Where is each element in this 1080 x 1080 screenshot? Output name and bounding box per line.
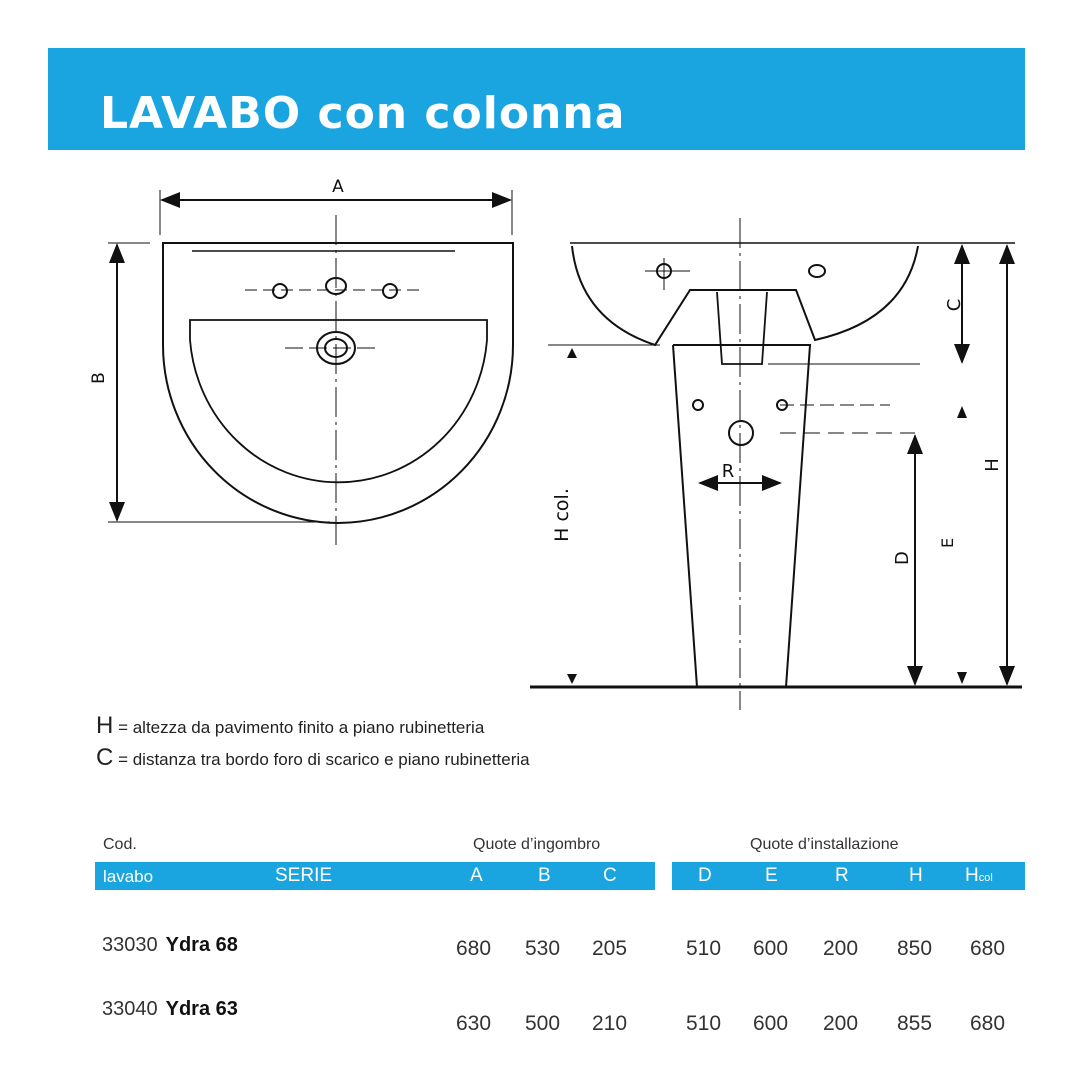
label-b: B	[89, 372, 109, 384]
label-r: R	[722, 461, 735, 482]
col-lavabo: lavabo	[103, 867, 154, 886]
col-hcol: Hcol	[965, 865, 993, 886]
page-title: LAVABO con colonna	[100, 88, 626, 139]
cell-r: 200	[823, 1012, 859, 1035]
label-h: H	[982, 458, 1003, 472]
legend-c: C = distanza tra bordo foro di scarico e…	[96, 744, 530, 771]
cell-b: 530	[525, 937, 561, 960]
label-c: C	[944, 299, 965, 312]
table-header-left: lavabo SERIE A B C	[95, 862, 655, 890]
header-cod: Cod.	[103, 836, 137, 853]
column-outline	[672, 344, 812, 688]
label-e: E	[938, 538, 957, 548]
col-serie: SERIE	[275, 865, 333, 886]
plan-view: A B	[89, 177, 514, 545]
cell-d: 510	[686, 937, 722, 960]
cell-e: 600	[753, 937, 789, 960]
col-h: H	[909, 865, 923, 886]
row-code: 33030	[102, 934, 158, 956]
row-serie: Ydra 63	[165, 998, 238, 1020]
row-code: 33040	[102, 998, 158, 1020]
cell-h: 850	[897, 937, 933, 960]
table-header-right: D E R H Hcol	[672, 862, 1025, 890]
col-r: R	[835, 865, 849, 886]
cell-a: 680	[456, 937, 492, 960]
cell-c: 205	[592, 937, 628, 960]
drain-hole-icon	[728, 420, 754, 446]
label-a: A	[332, 177, 344, 197]
side-view: R C H D E H col.	[530, 218, 1022, 710]
header-installazione: Quote d’installazione	[750, 836, 899, 853]
cell-c: 210	[592, 1012, 628, 1035]
col-b: B	[538, 865, 551, 886]
cell-b: 500	[525, 1012, 561, 1035]
tap-hole-icon	[382, 283, 398, 299]
tap-hole-icon	[272, 283, 288, 299]
drain-hole-icon	[316, 331, 356, 365]
cell-h: 855	[897, 1012, 933, 1035]
col-e: E	[765, 865, 778, 886]
label-d: D	[892, 551, 913, 565]
basin-bowl	[189, 319, 488, 484]
legend-h: H = altezza da pavimento finito a piano …	[96, 712, 485, 739]
tap-hole-icon	[325, 277, 347, 295]
cell-hcol: 680	[970, 1012, 1006, 1035]
cell-hcol: 680	[970, 937, 1006, 960]
cell-r: 200	[823, 937, 859, 960]
col-d: D	[698, 865, 712, 886]
cell-a: 630	[456, 1012, 492, 1035]
cell-e: 600	[753, 1012, 789, 1035]
col-c: C	[603, 865, 617, 886]
basin-outline	[162, 242, 514, 524]
title-banner: LAVABO con colonna	[48, 48, 1025, 150]
cell-d: 510	[686, 1012, 722, 1035]
label-hcol: H col.	[551, 488, 573, 542]
basin-profile	[571, 245, 919, 347]
col-a: A	[470, 865, 483, 886]
header-ingombro: Quote d’ingombro	[473, 836, 601, 853]
row-serie: Ydra 68	[165, 934, 238, 956]
